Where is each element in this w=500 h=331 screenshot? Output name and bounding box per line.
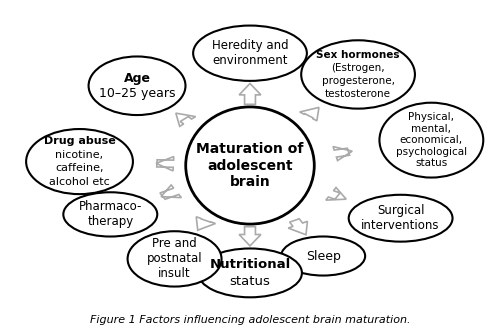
Ellipse shape [281, 236, 365, 275]
Text: testosterone: testosterone [325, 89, 391, 99]
Ellipse shape [128, 231, 222, 287]
FancyArrow shape [288, 219, 308, 235]
Text: Pharmaco-
therapy: Pharmaco- therapy [78, 200, 142, 228]
FancyArrow shape [176, 113, 196, 126]
Text: status: status [230, 274, 270, 288]
Ellipse shape [380, 103, 484, 177]
Text: 10–25 years: 10–25 years [99, 87, 176, 100]
FancyArrow shape [196, 217, 216, 230]
Text: Nutritional: Nutritional [210, 258, 290, 271]
FancyArrow shape [160, 185, 182, 199]
Text: Physical,
mental,
economical,
psychological
status: Physical, mental, economical, psychologi… [396, 112, 467, 168]
FancyArrow shape [333, 147, 352, 161]
FancyArrow shape [326, 187, 346, 200]
Text: Surgical
interventions: Surgical interventions [362, 204, 440, 232]
Text: progesterone,: progesterone, [322, 76, 394, 86]
Text: Sleep: Sleep [306, 250, 340, 262]
Text: Pre and
postnatal
insult: Pre and postnatal insult [146, 237, 203, 280]
FancyArrow shape [239, 83, 261, 104]
Text: Maturation of
adolescent
brain: Maturation of adolescent brain [196, 142, 304, 189]
FancyArrow shape [239, 227, 261, 246]
Ellipse shape [88, 57, 186, 115]
Ellipse shape [301, 40, 415, 109]
Text: alcohol etc: alcohol etc [49, 177, 110, 187]
Text: Heredity and
environment: Heredity and environment [212, 39, 288, 67]
Ellipse shape [186, 107, 314, 224]
Text: Age: Age [124, 71, 150, 85]
FancyArrow shape [300, 108, 319, 121]
Ellipse shape [26, 129, 133, 194]
Text: Drug abuse: Drug abuse [44, 136, 116, 146]
Text: caffeine,: caffeine, [56, 164, 104, 173]
Ellipse shape [198, 249, 302, 297]
Text: (Estrogen,: (Estrogen, [332, 63, 385, 73]
Ellipse shape [64, 192, 158, 237]
Ellipse shape [193, 25, 307, 81]
FancyArrow shape [156, 157, 174, 171]
Text: Figure 1 Factors influencing adolescent brain maturation.: Figure 1 Factors influencing adolescent … [90, 315, 410, 325]
Text: Sex hormones: Sex hormones [316, 50, 400, 60]
Text: nicotine,: nicotine, [56, 150, 104, 160]
Ellipse shape [348, 195, 453, 242]
